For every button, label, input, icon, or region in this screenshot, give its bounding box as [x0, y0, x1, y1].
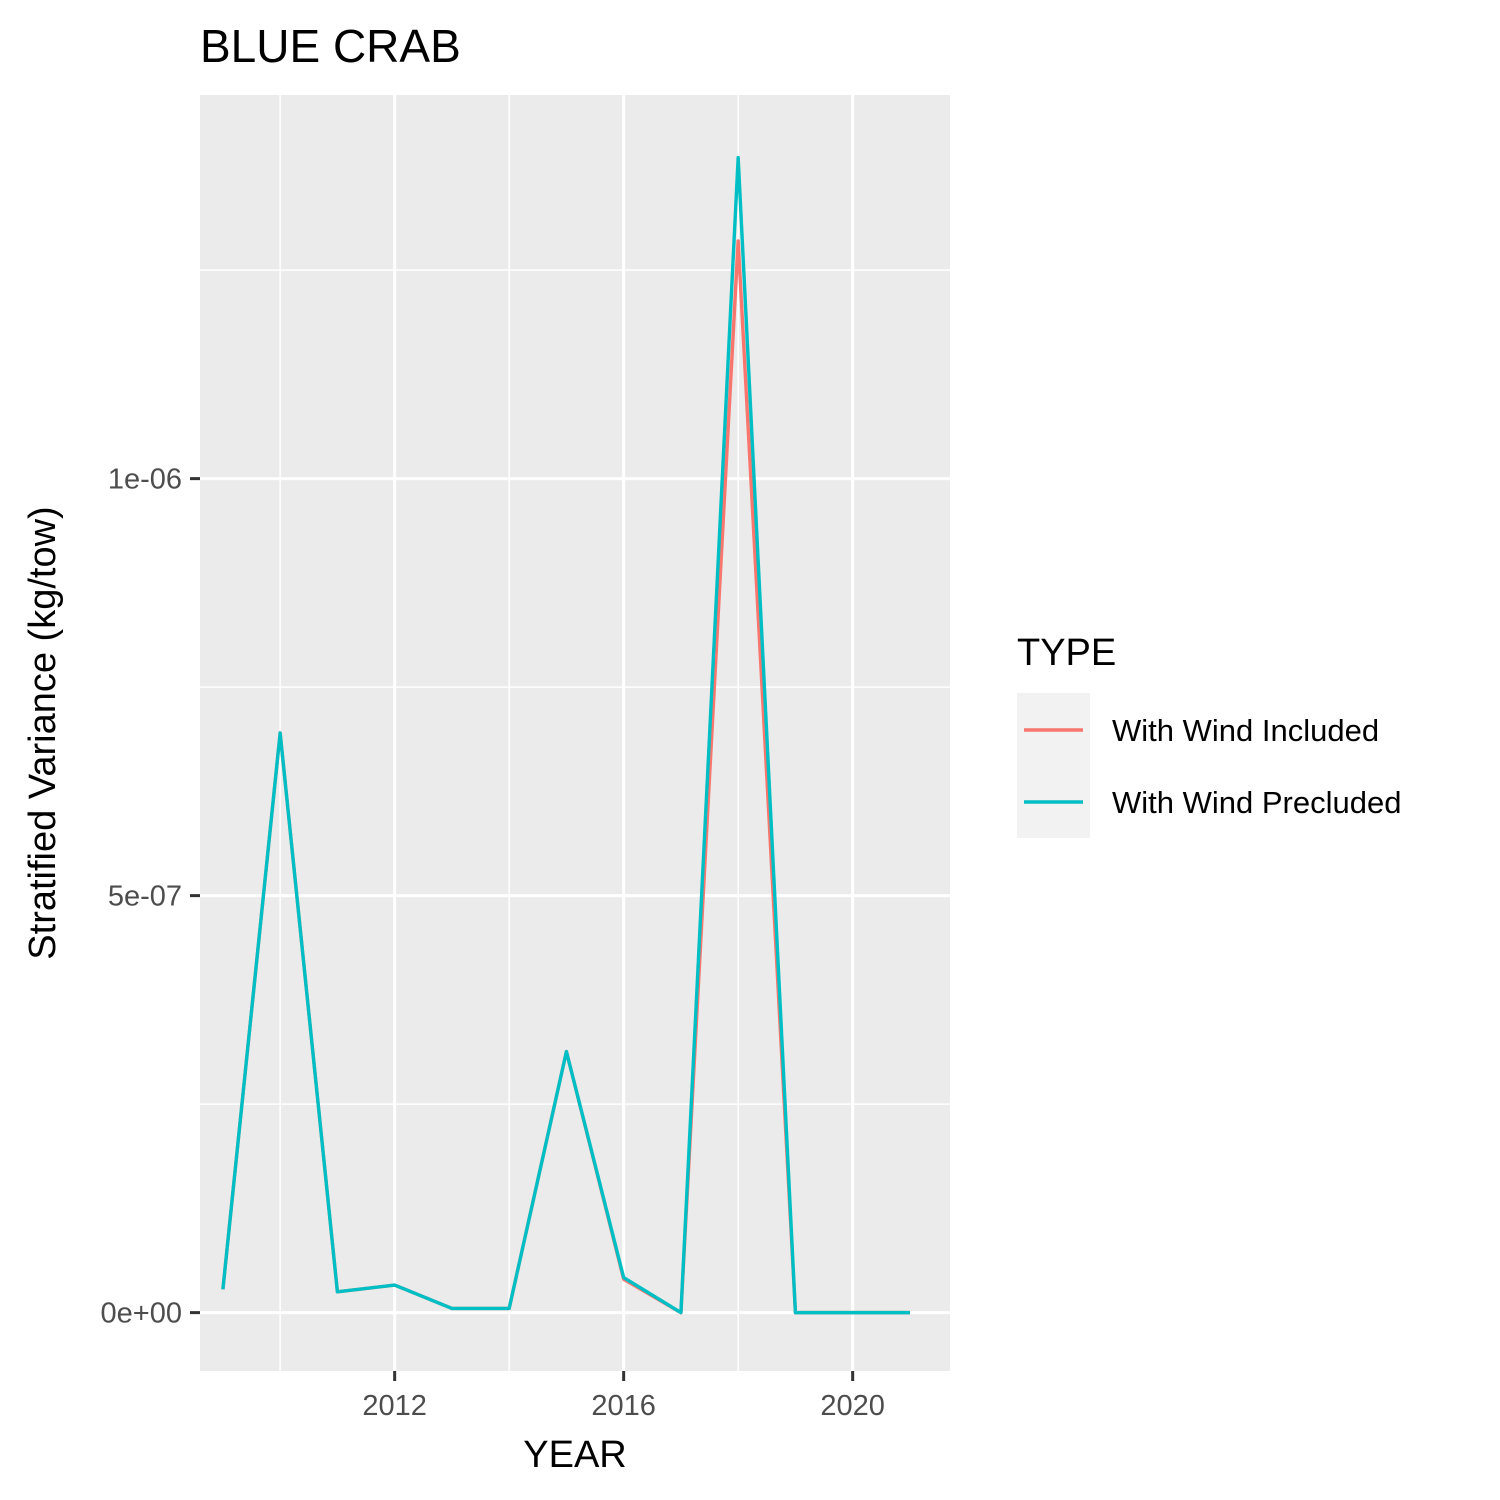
x-axis: 2012 2016 2020 [362, 1371, 885, 1422]
y-tick-label-2: 1e-06 [108, 464, 182, 496]
series-lines [221, 155, 910, 1315]
legend-label-0: With Wind Included [1112, 713, 1379, 748]
x-tick-label-2: 2020 [820, 1390, 885, 1422]
y-tick-label-1: 5e-07 [108, 881, 182, 913]
y-axis: 0e+00 5e-07 1e-06 [101, 464, 200, 1330]
legend-title: TYPE [1017, 632, 1116, 674]
legend: TYPE With Wind Included With Wind Preclud… [1017, 632, 1401, 838]
y-axis-title: Stratified Variance (kg/tow) [22, 506, 64, 959]
series-line-1 [221, 155, 910, 1315]
x-axis-title: YEAR [523, 1434, 626, 1476]
x-tick-label-1: 2016 [591, 1390, 656, 1422]
y-tick-label-0: 0e+00 [101, 1298, 182, 1330]
legend-key-background [1017, 693, 1090, 838]
x-tick-label-0: 2012 [362, 1390, 427, 1422]
plot-panel [200, 95, 950, 1371]
chart-title: BLUE CRAB [200, 20, 461, 72]
legend-label-1: With Wind Precluded [1112, 785, 1401, 820]
